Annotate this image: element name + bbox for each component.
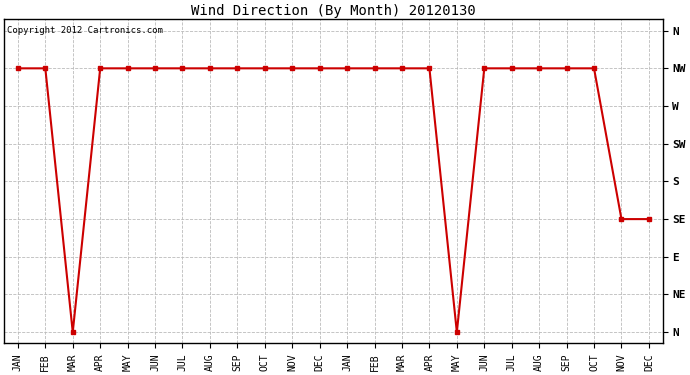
Title: Wind Direction (By Month) 20120130: Wind Direction (By Month) 20120130	[191, 4, 476, 18]
Text: Copyright 2012 Cartronics.com: Copyright 2012 Cartronics.com	[8, 26, 164, 35]
